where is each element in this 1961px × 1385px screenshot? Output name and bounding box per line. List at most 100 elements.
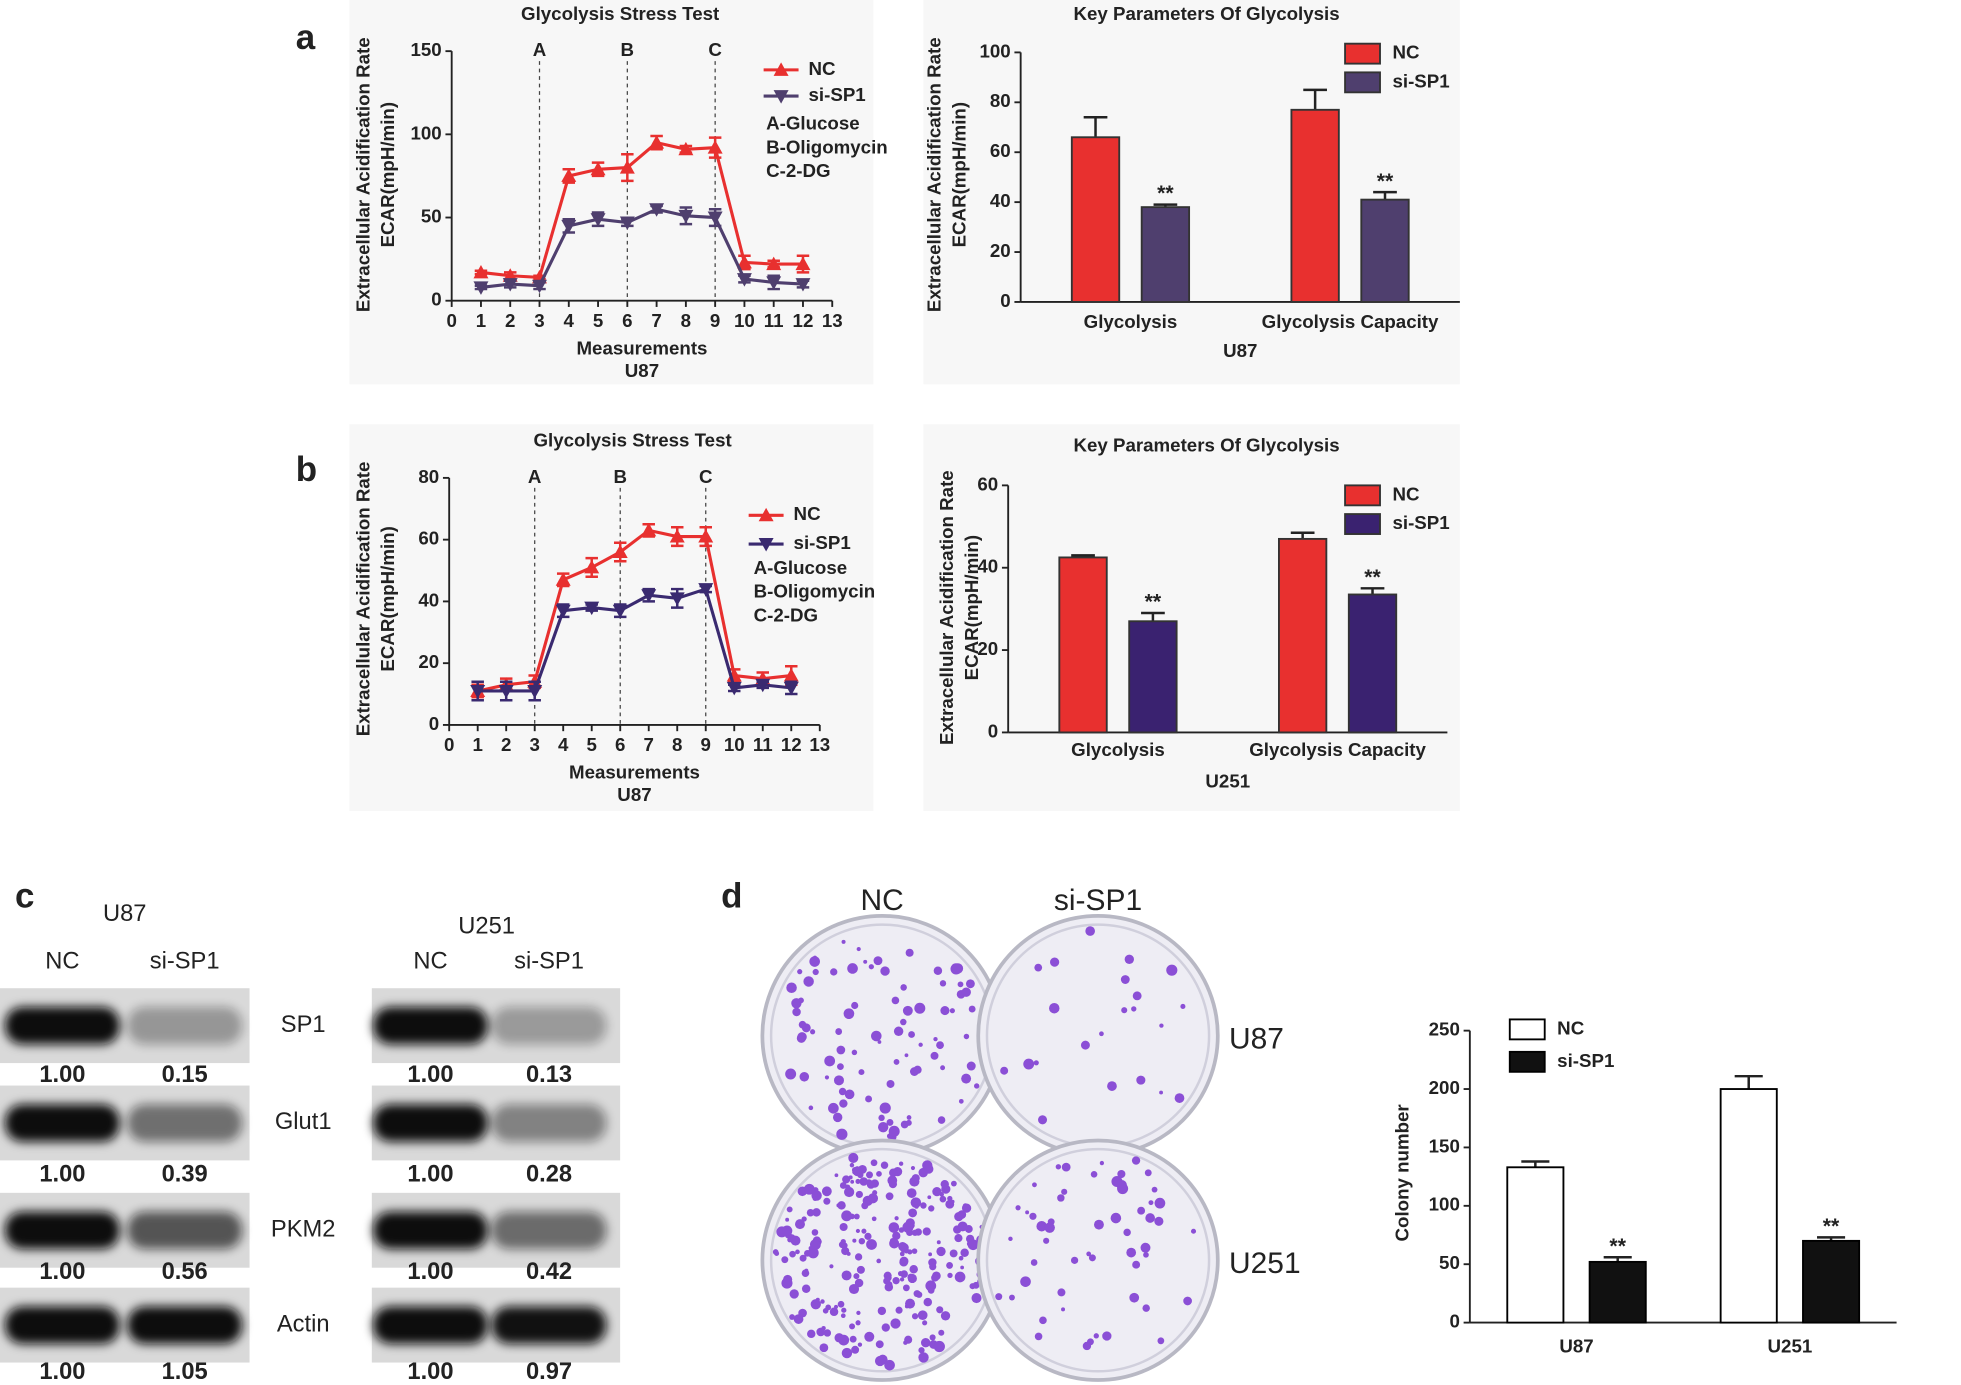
colony: [1061, 1307, 1066, 1312]
colony: [1039, 1316, 1047, 1325]
colony: [1080, 1040, 1090, 1050]
colony: [809, 956, 820, 967]
colony: [1029, 1212, 1037, 1220]
significance-label: **: [1145, 591, 1162, 614]
colony: [963, 1033, 970, 1040]
colony: [838, 1087, 847, 1096]
colony: [890, 1318, 901, 1329]
colony: [972, 1281, 980, 1289]
colony: [824, 1075, 830, 1080]
y-axis-label: Colony number: [1392, 1104, 1413, 1241]
colony: [809, 1239, 821, 1251]
colony: [857, 1342, 863, 1347]
colony: [881, 1323, 890, 1332]
colony: [1121, 1007, 1128, 1014]
colony: [900, 1018, 907, 1026]
x-tick-label: Glycolysis: [1071, 739, 1165, 760]
blot-value: 0.15: [162, 1062, 208, 1088]
legend-label: si-SP1: [794, 532, 851, 553]
colony: [936, 1240, 941, 1245]
blot-value: 0.28: [526, 1162, 572, 1188]
colony: [1142, 1304, 1150, 1312]
protein-label: SP1: [281, 1012, 326, 1038]
colony: [841, 1246, 850, 1256]
colony: [1015, 1205, 1021, 1211]
y-tick-label: 100: [979, 40, 1010, 61]
column-label: NC: [861, 884, 904, 917]
bar: [1290, 108, 1340, 303]
data-point: [707, 211, 723, 226]
blot-band: [127, 1211, 243, 1249]
y-tick-label: 0: [1000, 290, 1010, 311]
row-label: U251: [1229, 1247, 1301, 1280]
data-point: [619, 160, 635, 174]
y-tick-label: 20: [977, 638, 998, 659]
colony: [838, 1241, 846, 1249]
colony: [772, 1249, 779, 1255]
blot-band: [491, 1306, 607, 1344]
colony: [833, 1075, 844, 1086]
colony: [856, 1310, 861, 1316]
colony: [957, 981, 964, 988]
colony: [851, 1049, 858, 1056]
data-point: [470, 684, 486, 699]
colony: [1025, 1210, 1030, 1215]
colony: [839, 1222, 848, 1232]
data-point: [641, 522, 657, 537]
colony: [913, 1065, 922, 1074]
y-tick-label: 200: [1429, 1077, 1460, 1098]
colony: [1132, 991, 1142, 1001]
colony: [795, 1219, 805, 1230]
colony: [946, 1262, 954, 1269]
chart-title: Key Parameters Of Glycolysis: [1073, 435, 1339, 456]
x-tick-label: 9: [710, 310, 720, 331]
y-tick-label: 20: [418, 651, 439, 672]
colony: [808, 1105, 814, 1111]
x-tick-label: 4: [564, 310, 575, 331]
colony: [821, 1186, 832, 1197]
colony: [859, 1177, 869, 1186]
legend-note: A-Glucose: [766, 113, 860, 134]
colony: [909, 1265, 918, 1274]
colony: [958, 1098, 964, 1104]
colony: [1148, 1200, 1154, 1206]
colony: [847, 963, 858, 974]
colony: [884, 1359, 895, 1371]
colony: [1151, 1186, 1158, 1193]
x-tick-label: 11: [764, 310, 784, 331]
phase-label: C: [699, 466, 713, 487]
lane-label: si-SP1: [514, 948, 584, 974]
x-tick-label: 6: [622, 310, 632, 331]
colony: [880, 1161, 889, 1169]
x-tick-label: 1: [476, 310, 486, 331]
colony: [939, 1195, 947, 1203]
colony: [933, 966, 943, 976]
legend-swatch: [1344, 484, 1381, 507]
data-point: [726, 681, 742, 696]
colony: [849, 1323, 856, 1330]
colony: [889, 1168, 898, 1177]
colony: [905, 1119, 912, 1126]
blot-value: 0.13: [526, 1062, 572, 1088]
colony: [902, 1005, 913, 1016]
colony: [841, 1210, 853, 1222]
colony: [854, 1253, 863, 1261]
colony: [949, 1249, 958, 1258]
error-bar: [1734, 1074, 1763, 1090]
colony: [968, 1005, 976, 1013]
y-tick-label: 150: [1429, 1135, 1460, 1156]
colony: [931, 1274, 939, 1282]
x-tick-label: 5: [593, 310, 603, 331]
data-point: [755, 678, 771, 693]
x-tick-label: 10: [724, 734, 745, 755]
x-axis-label: U87: [1223, 340, 1257, 361]
colony: [814, 1192, 818, 1197]
colony: [799, 1254, 807, 1262]
data-point: [649, 203, 665, 217]
colony: [1154, 1197, 1166, 1209]
legend-label: NC: [1392, 483, 1419, 504]
data-point: [783, 668, 799, 682]
colony: [861, 1202, 869, 1210]
data-point: [795, 256, 811, 271]
